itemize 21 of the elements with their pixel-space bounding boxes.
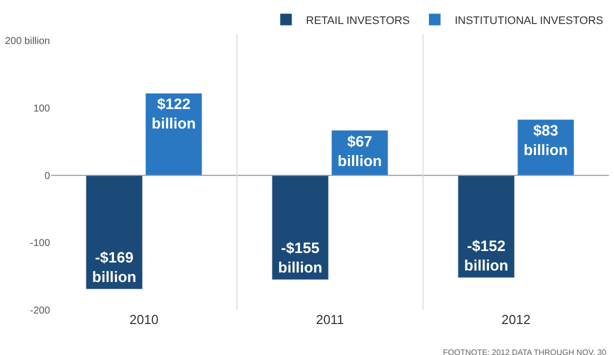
data-label: $67 billion: [338, 133, 382, 170]
bar: [272, 175, 329, 280]
y-tick-label: 200 billion: [4, 36, 50, 48]
data-label: -$152 billion: [464, 238, 508, 275]
data-label: -$169 billion: [92, 250, 136, 286]
x-tick-label: 2011: [316, 312, 344, 327]
text: FOOTNOTE: 2012 DATA THROUGH NOV. 30: [443, 348, 607, 355]
bar: [458, 175, 515, 278]
data-label: -$155 billion: [278, 240, 322, 277]
data-label: $83 billion: [524, 122, 568, 159]
y-tick-label: 100: [33, 104, 50, 115]
bar: [86, 175, 143, 290]
legend-label: RETAIL INVESTORS: [306, 14, 410, 27]
legend-label: INSTITUTIONAL INVESTORS: [454, 14, 604, 27]
x-tick-label: 2010: [130, 312, 158, 327]
data-label: $122 billion: [152, 96, 196, 133]
bar: [145, 92, 202, 176]
x-tick-label: 2012: [502, 312, 530, 327]
y-tick-label: -200: [30, 306, 50, 316]
y-tick-label: -100: [30, 238, 50, 250]
y-tick-label: 0: [44, 170, 50, 182]
